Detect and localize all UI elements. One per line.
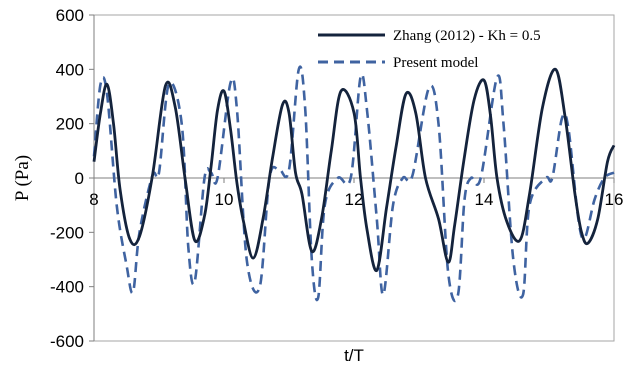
x-tick-label: 8 <box>89 190 98 209</box>
x-tick-label: 16 <box>605 190 624 209</box>
legend-label-present: Present model <box>393 55 478 71</box>
y-tick-label: 600 <box>56 6 84 25</box>
x-tick-label: 12 <box>345 190 364 209</box>
y-tick-label: -600 <box>50 332 84 351</box>
legend-label-zhang: Zhang (2012) - Kh = 0.5 <box>393 28 541 44</box>
y-tick-label: -200 <box>50 223 84 242</box>
y-tick-label: 200 <box>56 115 84 134</box>
x-tick-label: 14 <box>475 190 494 209</box>
x-tick-label: 10 <box>215 190 234 209</box>
series-line-present-model <box>92 65 615 303</box>
x-axis-label: t/T <box>344 346 364 365</box>
y-tick-label: 0 <box>75 169 84 188</box>
y-tick-label: -400 <box>50 278 84 297</box>
y-tick-label: 400 <box>56 60 84 79</box>
y-axis-label: P (Pa) <box>12 155 33 201</box>
series-line-zhang <box>92 67 616 272</box>
legend: Zhang (2012) - Kh = 0.5 Present model <box>318 28 541 71</box>
